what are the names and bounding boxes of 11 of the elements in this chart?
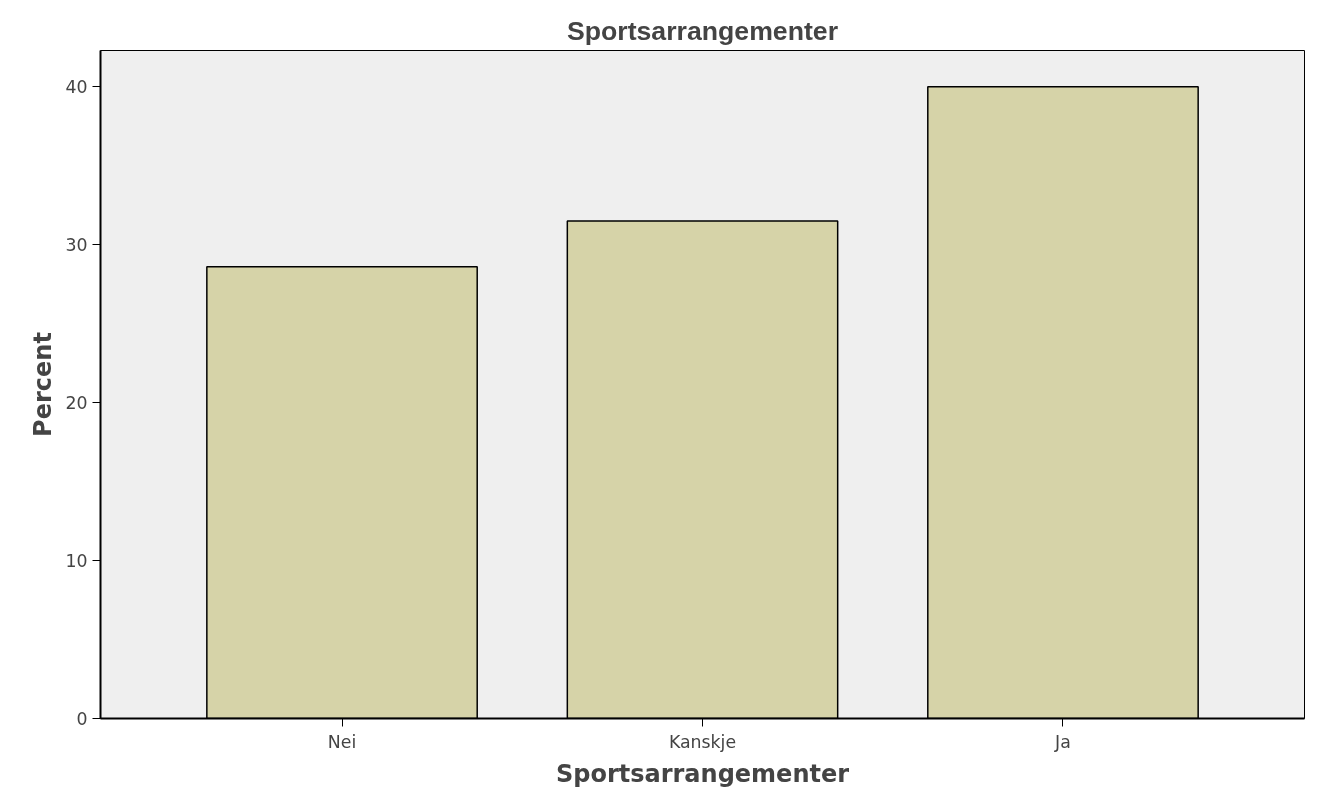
y-axis-title: Percent <box>29 332 58 437</box>
x-tick-label: Kanskje <box>668 731 737 752</box>
x-tick-label: Nei <box>327 731 357 752</box>
x-tick-label: Ja <box>1054 731 1071 752</box>
y-tick-label: 40 <box>65 77 88 98</box>
y-tick-label: 0 <box>76 709 88 729</box>
y-tick-label: 30 <box>65 235 88 256</box>
y-tick-label: 20 <box>65 393 88 414</box>
chart-title: Sportsarrangementer <box>566 15 839 46</box>
y-tick-label: 10 <box>65 551 88 572</box>
x-axis-title: Sportsarrangementer <box>555 759 850 788</box>
